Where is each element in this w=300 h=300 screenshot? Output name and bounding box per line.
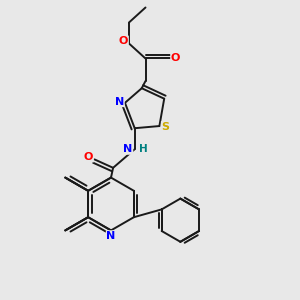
Text: N: N: [115, 97, 124, 106]
Text: O: O: [119, 36, 128, 46]
Text: S: S: [161, 122, 169, 132]
Text: O: O: [171, 53, 180, 64]
Text: O: O: [84, 152, 93, 162]
Text: N: N: [124, 144, 133, 154]
Text: N: N: [106, 231, 116, 241]
Text: H: H: [139, 144, 148, 154]
